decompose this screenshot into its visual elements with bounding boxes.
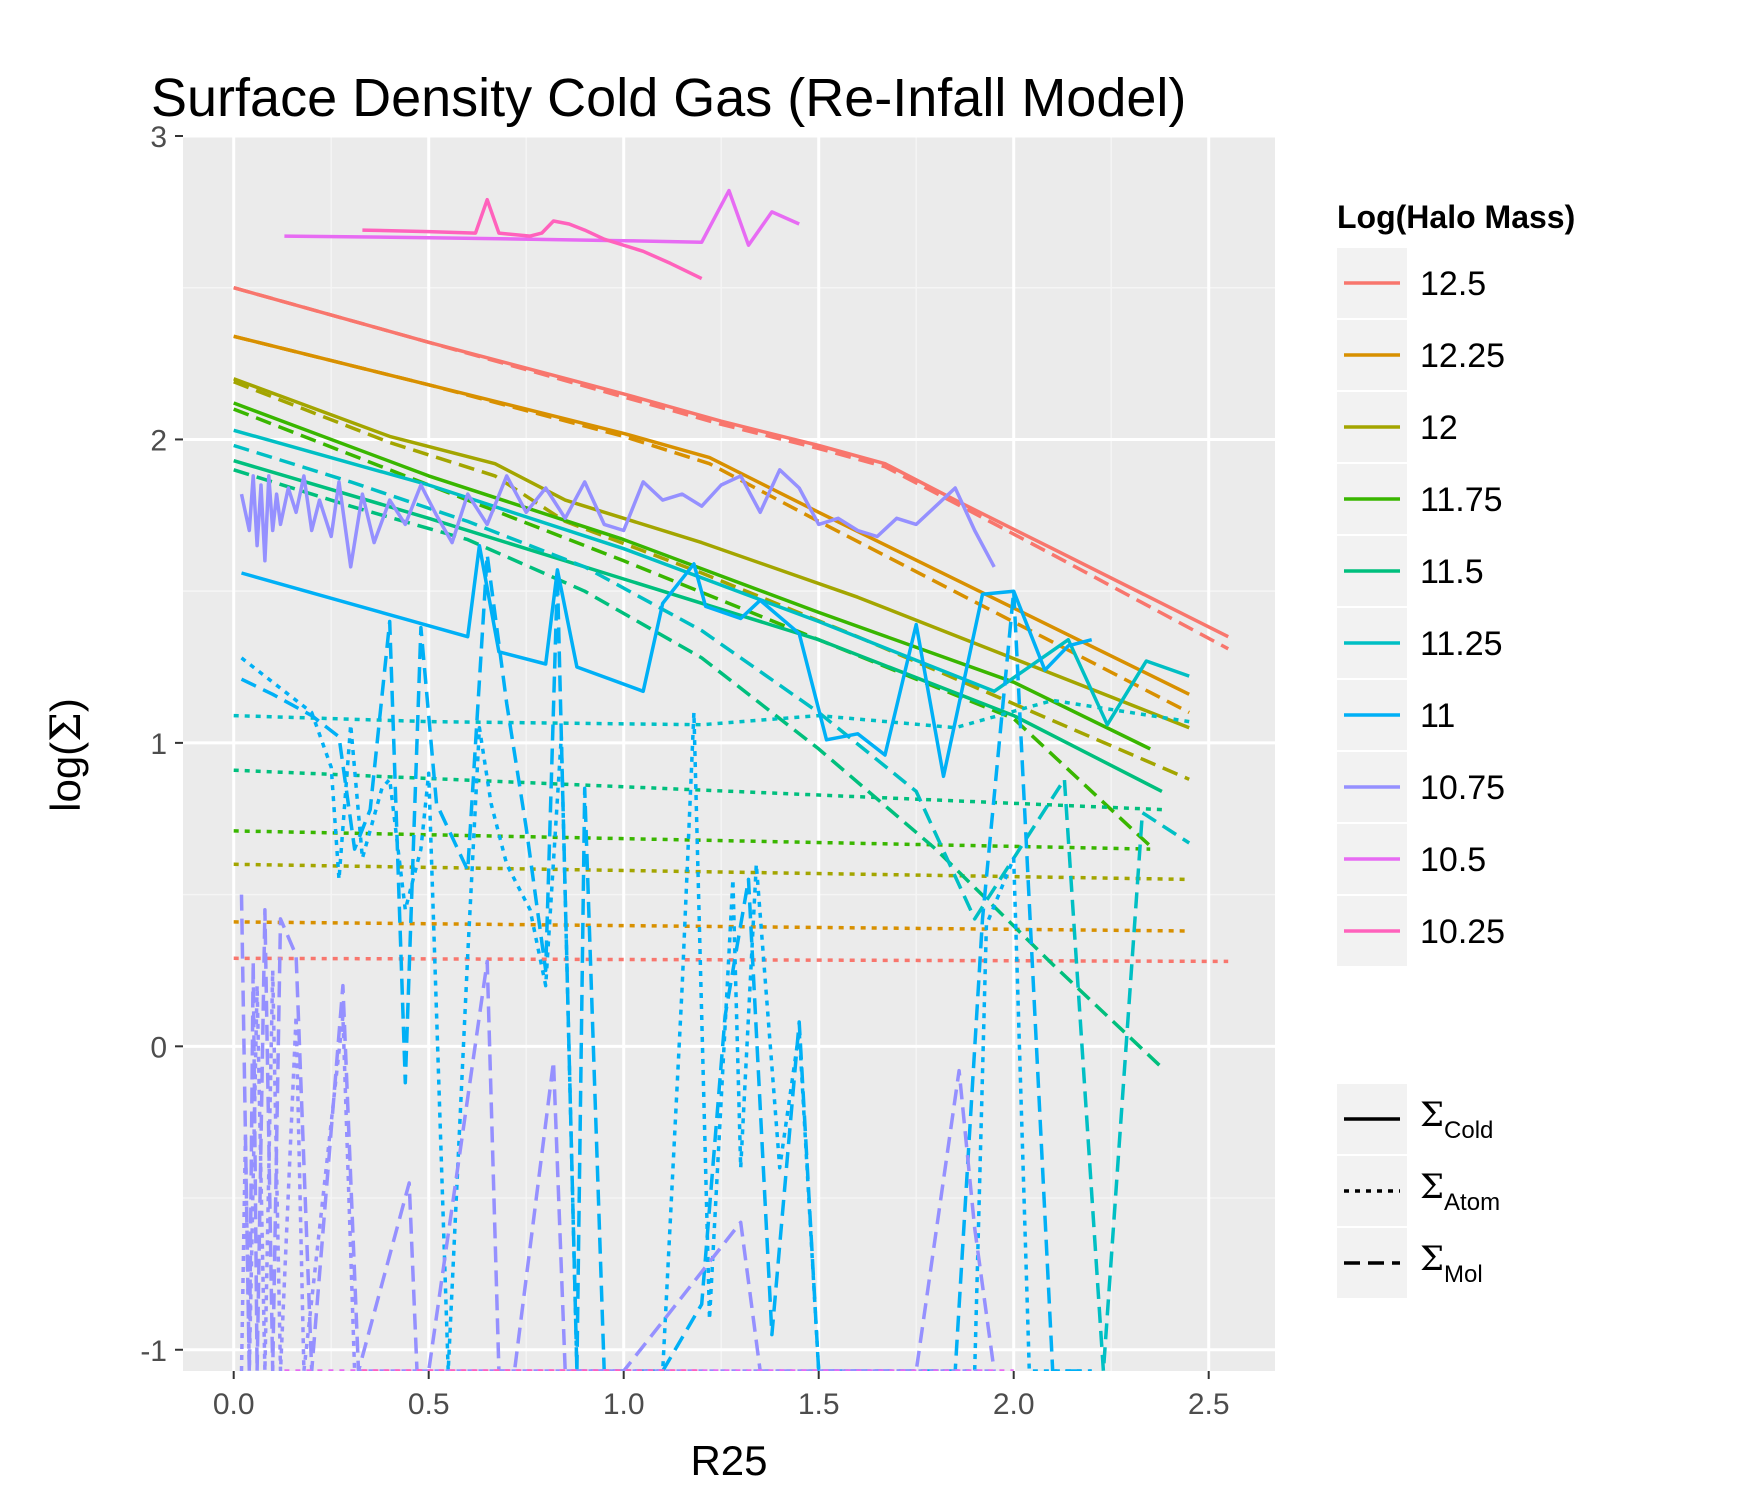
sigma-symbol: Σ	[1420, 1095, 1444, 1135]
series-12-atom	[233, 862, 1190, 882]
plot-panel	[183, 136, 1275, 1371]
y-tick-label: 1	[150, 728, 167, 761]
x-tick-label: 0.0	[213, 1388, 255, 1421]
series-11-75-mol	[233, 407, 1152, 848]
legend-label-12-25: 12.25	[1420, 337, 1505, 375]
series-11-cold	[241, 543, 1093, 779]
series-10-75-atom	[239, 968, 995, 1371]
series-lines	[233, 188, 1230, 1371]
y-axis-title-symbol: Σ	[41, 712, 90, 742]
linetype-label-mol: ΣMol	[1420, 1239, 1483, 1288]
y-tick-label: 3	[150, 121, 167, 154]
series-10-5-cold	[284, 188, 800, 247]
x-tick-label: 0.5	[408, 1388, 450, 1421]
y-axis: -1 0 1 2 3	[140, 121, 183, 1368]
series-12-25-mol	[233, 334, 1191, 715]
linetype-label-cold: ΣCold	[1420, 1095, 1493, 1144]
series-12-5-mol	[233, 286, 1230, 651]
series-11-5-mol	[233, 468, 1164, 1069]
series-11-75-atom	[233, 829, 1151, 851]
color-legend: Log(Halo Mass) 12.5 12.25 12 11.75 11.5 11.25…	[1337, 199, 1575, 966]
legend-label-11-75: 11.75	[1420, 481, 1503, 519]
legend-label-11-5: 11.5	[1420, 553, 1484, 591]
linetype-subscript: Cold	[1444, 1117, 1493, 1144]
x-tick-label: 1.5	[798, 1388, 840, 1421]
x-axis-title: R25	[690, 1437, 767, 1484]
series-12-25-cold	[233, 334, 1190, 696]
series-11-5-atom	[233, 768, 1162, 812]
x-tick-label: 1.0	[603, 1388, 645, 1421]
series-11-mol	[240, 552, 1092, 1371]
y-tick-label: 2	[150, 424, 167, 457]
series-11-75-cold	[233, 401, 1151, 751]
y-axis-title-suffix: )	[42, 698, 89, 712]
y-axis-title: log(Σ)	[41, 698, 90, 812]
linetype-subscript: Atom	[1444, 1189, 1500, 1216]
series-10-75-mol	[239, 894, 996, 1371]
legend-label-12: 12	[1420, 409, 1458, 447]
legend-label-10-5: 10.5	[1420, 841, 1486, 879]
color-legend-title: Log(Halo Mass)	[1337, 199, 1575, 235]
series-11-25-mol	[233, 443, 1191, 1371]
legend-label-11-25: 11.25	[1420, 625, 1503, 663]
linetype-subscript: Mol	[1444, 1261, 1483, 1288]
x-tick-label: 2.0	[993, 1388, 1035, 1421]
legend-label-12-5: 12.5	[1420, 265, 1486, 303]
x-axis: 0.0 0.5 1.0 1.5 2.0 2.5	[213, 1371, 1230, 1421]
x-tick-label: 2.5	[1188, 1388, 1230, 1421]
series-12-cold	[233, 377, 1190, 730]
linetype-label-atom: ΣAtom	[1420, 1167, 1500, 1216]
sigma-symbol: Σ	[1420, 1239, 1444, 1279]
legend-label-11: 11	[1420, 697, 1455, 735]
legend-label-10-75: 10.75	[1420, 769, 1505, 807]
y-axis-title-prefix: log(	[42, 742, 89, 812]
series-10-25-cold	[362, 197, 703, 281]
chart-title: Surface Density Cold Gas (Re-Infall Mode…	[151, 68, 1186, 128]
y-tick-label: -1	[140, 1335, 167, 1368]
y-tick-label: 0	[150, 1031, 167, 1064]
series-10-75-cold	[239, 468, 996, 569]
sigma-symbol: Σ	[1420, 1167, 1444, 1207]
grid	[183, 134, 1275, 1371]
legend-label-10-25: 10.25	[1420, 913, 1505, 951]
